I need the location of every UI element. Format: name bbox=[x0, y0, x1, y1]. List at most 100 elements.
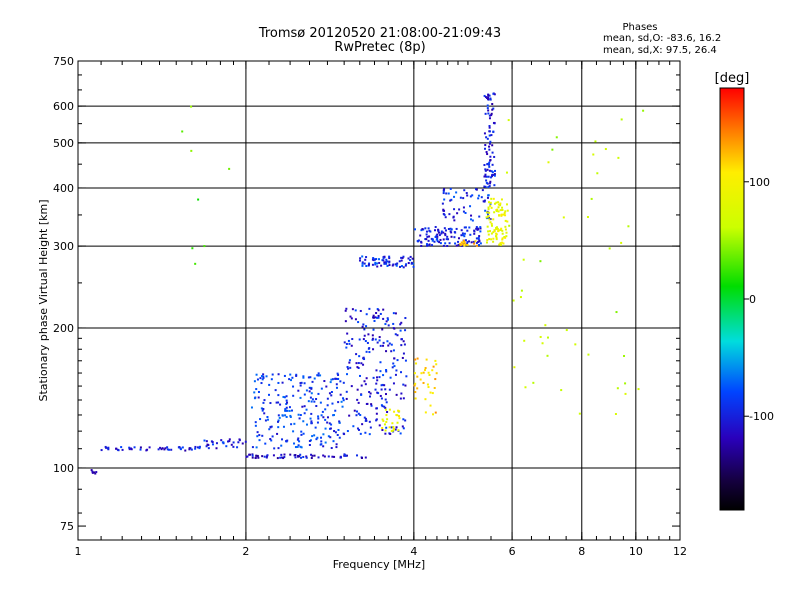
data-point bbox=[331, 378, 334, 381]
data-point bbox=[429, 230, 432, 233]
data-point bbox=[397, 429, 400, 432]
x-tick-label: 10 bbox=[629, 545, 643, 558]
data-point bbox=[393, 357, 396, 360]
data-point bbox=[382, 344, 385, 347]
data-point bbox=[382, 256, 385, 259]
data-point bbox=[402, 352, 405, 355]
data-point bbox=[302, 456, 305, 459]
data-point bbox=[368, 433, 371, 436]
data-point bbox=[291, 409, 294, 412]
data-point bbox=[254, 421, 257, 424]
data-point bbox=[463, 232, 466, 235]
data-point bbox=[500, 227, 503, 230]
data-point bbox=[392, 263, 395, 266]
data-point bbox=[385, 426, 388, 429]
data-point bbox=[139, 448, 142, 451]
data-point bbox=[280, 456, 283, 459]
data-point bbox=[501, 237, 504, 240]
data-point bbox=[355, 414, 358, 417]
data-point bbox=[320, 440, 323, 443]
data-point bbox=[393, 410, 396, 413]
data-point bbox=[283, 374, 286, 377]
data-point bbox=[478, 215, 481, 218]
data-point bbox=[237, 441, 240, 444]
data-point bbox=[486, 196, 489, 199]
data-point bbox=[230, 443, 233, 446]
data-point bbox=[361, 261, 364, 264]
data-point bbox=[281, 414, 284, 417]
data-point bbox=[381, 328, 384, 331]
data-point bbox=[394, 373, 397, 376]
data-point bbox=[410, 261, 413, 264]
data-point bbox=[361, 255, 364, 258]
data-point bbox=[477, 237, 480, 240]
data-point bbox=[627, 225, 630, 228]
data-point bbox=[334, 409, 337, 412]
data-point bbox=[371, 334, 374, 337]
data-point bbox=[484, 169, 487, 172]
data-point bbox=[277, 401, 280, 404]
data-point bbox=[443, 209, 446, 212]
x-tick-label: 6 bbox=[509, 545, 516, 558]
data-point bbox=[279, 456, 282, 459]
data-point bbox=[434, 411, 437, 414]
data-point bbox=[355, 353, 358, 356]
data-point bbox=[578, 412, 581, 415]
data-point bbox=[433, 240, 436, 243]
data-point bbox=[177, 446, 180, 449]
data-point bbox=[384, 398, 387, 401]
data-point bbox=[382, 419, 385, 422]
data-point bbox=[469, 205, 472, 208]
data-point bbox=[392, 382, 395, 385]
data-point bbox=[488, 218, 491, 221]
data-point bbox=[350, 385, 353, 388]
data-point bbox=[207, 447, 210, 450]
data-point bbox=[453, 231, 456, 234]
data-point bbox=[336, 372, 339, 375]
data-point bbox=[346, 365, 349, 368]
y-axis-label: Stationary phase Virtual Height [km] bbox=[37, 199, 50, 401]
data-point bbox=[285, 415, 288, 418]
data-point bbox=[574, 343, 577, 346]
data-point bbox=[392, 425, 395, 428]
data-point bbox=[462, 243, 465, 246]
data-point bbox=[359, 414, 362, 417]
data-point bbox=[388, 426, 391, 429]
data-point bbox=[365, 350, 368, 353]
data-point bbox=[497, 230, 500, 233]
data-point bbox=[330, 447, 333, 450]
data-point bbox=[392, 312, 395, 315]
data-point bbox=[489, 218, 492, 221]
data-point bbox=[225, 445, 228, 448]
data-point bbox=[404, 384, 407, 387]
data-point bbox=[433, 386, 436, 389]
data-point bbox=[435, 238, 438, 241]
data-point bbox=[345, 307, 348, 310]
data-point bbox=[253, 391, 256, 394]
data-point bbox=[256, 431, 259, 434]
data-point bbox=[487, 162, 490, 165]
data-point bbox=[324, 418, 327, 421]
data-point bbox=[495, 210, 498, 213]
data-point bbox=[285, 399, 288, 402]
data-point bbox=[375, 382, 378, 385]
data-point bbox=[356, 398, 359, 401]
data-point bbox=[472, 240, 475, 243]
data-point bbox=[414, 382, 417, 385]
data-point bbox=[434, 236, 437, 239]
data-point bbox=[431, 244, 434, 247]
data-point bbox=[313, 434, 316, 437]
data-point bbox=[392, 429, 395, 432]
data-point bbox=[365, 419, 368, 422]
data-point bbox=[382, 308, 385, 311]
data-point bbox=[450, 228, 453, 231]
data-point bbox=[519, 296, 522, 299]
data-point bbox=[232, 441, 235, 444]
data-point bbox=[398, 260, 401, 263]
data-point bbox=[592, 153, 595, 156]
data-point bbox=[324, 427, 327, 430]
data-point bbox=[271, 373, 274, 376]
data-point bbox=[404, 419, 407, 422]
data-point bbox=[485, 97, 488, 100]
data-point bbox=[466, 241, 469, 244]
